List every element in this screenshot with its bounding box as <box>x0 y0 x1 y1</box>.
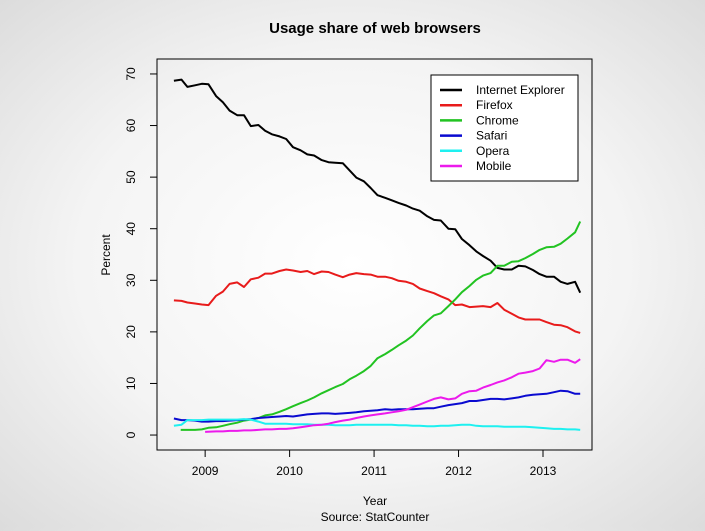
legend-label-safari: Safari <box>476 129 507 143</box>
y-tick-label: 70 <box>124 67 138 81</box>
series-lines <box>173 78 582 433</box>
x-tick-label: 2010 <box>276 464 303 478</box>
x-tick-label: 2011 <box>361 464 387 478</box>
legend-label-firefox: Firefox <box>476 98 513 112</box>
y-tick-label: 50 <box>124 170 138 184</box>
legend-label-mobile: Mobile <box>476 159 512 173</box>
y-tick-label: 0 <box>124 431 138 438</box>
legend-label-internet-explorer: Internet Explorer <box>476 83 565 97</box>
axis-ticks: 2009 2010 2011 2012 2013 0 10 20 30 40 50 60 70 <box>124 67 557 478</box>
y-tick-label: 60 <box>124 119 138 133</box>
legend-label-chrome: Chrome <box>476 113 519 127</box>
series-line-firefox <box>173 268 581 334</box>
series-line-internet-explorer <box>173 78 582 294</box>
legend-box <box>430 74 579 182</box>
chart-title: Usage share of web browsers <box>269 20 481 37</box>
x-tick-label: 2012 <box>445 464 472 478</box>
legend-label-opera: Opera <box>476 144 510 158</box>
series-line-opera <box>173 418 581 431</box>
y-tick-label: 20 <box>124 325 138 339</box>
series-line-mobile <box>205 358 581 433</box>
series-line-safari <box>173 389 581 423</box>
series-line-chrome <box>180 221 582 431</box>
y-tick-label: 40 <box>124 222 138 236</box>
x-axis-label: Year <box>363 494 387 508</box>
y-tick-label: 30 <box>124 273 138 287</box>
y-axis-label: Percent <box>99 234 113 276</box>
source-caption: Source: StatCounter <box>321 510 430 524</box>
x-tick-label: 2013 <box>530 464 557 478</box>
x-tick-label: 2009 <box>192 464 219 478</box>
y-tick-label: 10 <box>124 376 138 390</box>
